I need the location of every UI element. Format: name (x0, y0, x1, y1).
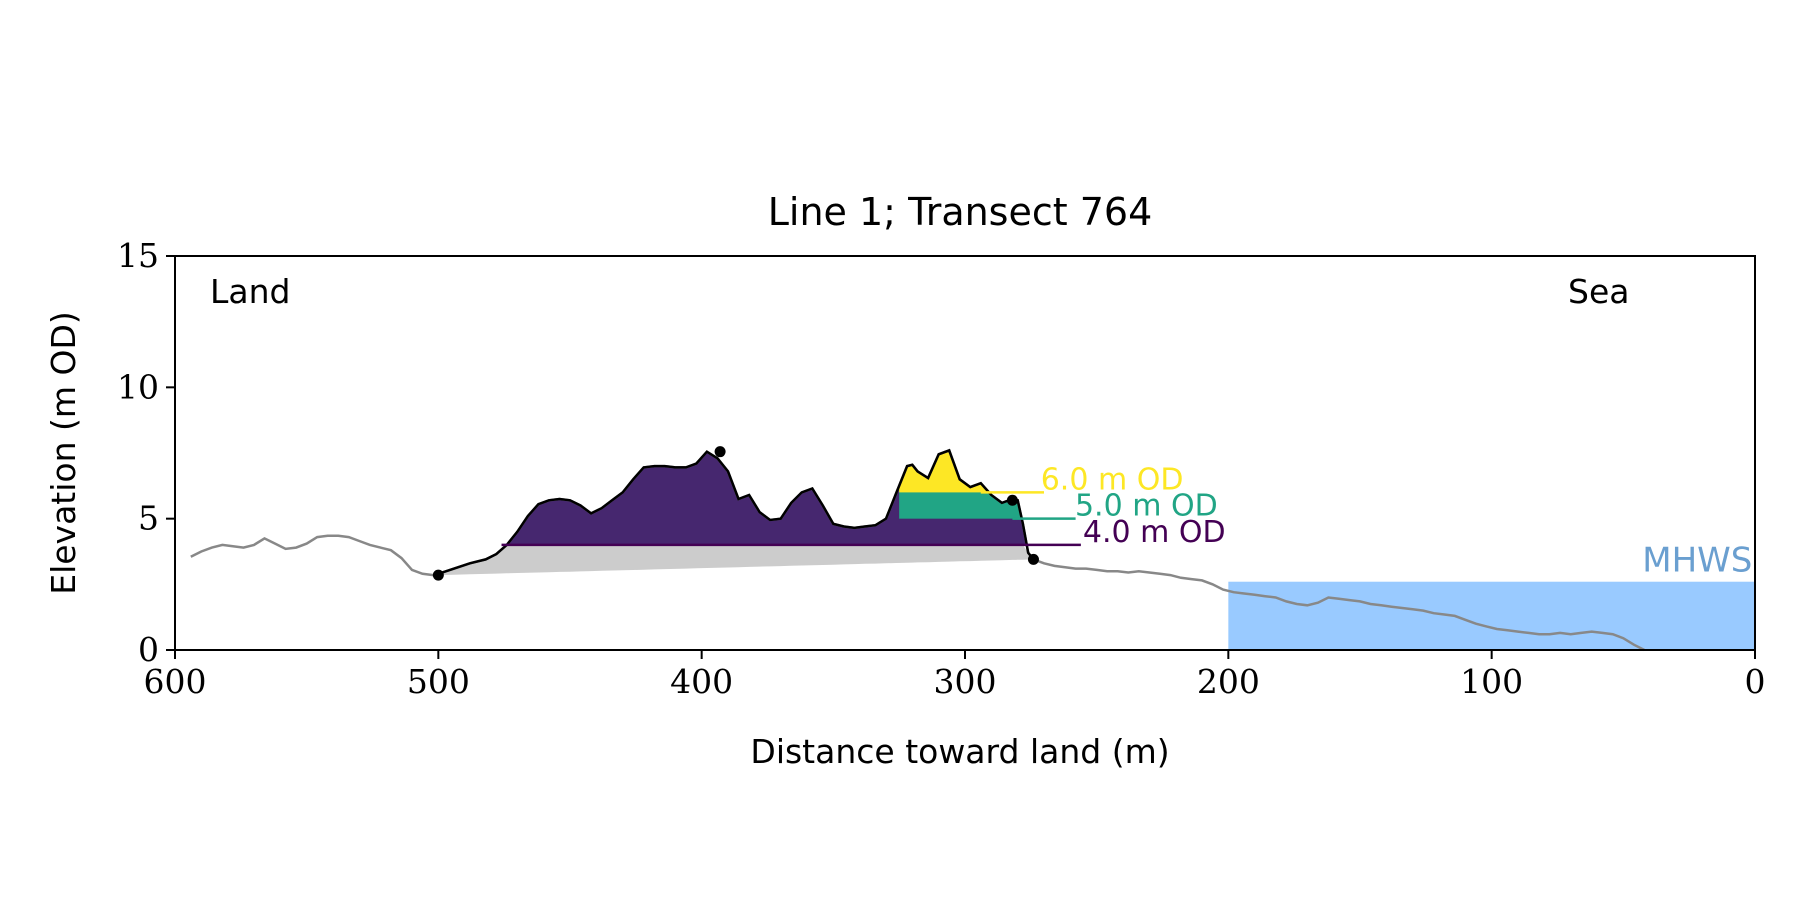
x-tick-label-400: 400 (670, 662, 733, 701)
y-axis-label: Elevation (m OD) (44, 311, 83, 595)
x-tick-label-600: 600 (144, 662, 207, 701)
fill-layers (438, 450, 1755, 650)
y-tick-label-15: 15 (117, 236, 159, 275)
plot-frame (174, 255, 1756, 651)
chart-title: Line 1; Transect 764 (768, 190, 1153, 234)
y-tick-label-5: 5 (138, 499, 159, 538)
dune-heel-marker (1027, 553, 1039, 565)
x-tick-label-200: 200 (1197, 662, 1260, 701)
x-ticks: 600 500 400 300 200 100 0 (144, 650, 1766, 701)
land-label: Land (210, 272, 290, 311)
band-above-6 (899, 450, 992, 493)
y-tick-label-0: 0 (138, 630, 159, 669)
dune-outline (437, 448, 1035, 575)
x-tick-label-0: 0 (1745, 662, 1766, 701)
level-label-6: 6.0 m OD (1041, 462, 1184, 497)
below-dune-fill (438, 544, 1034, 576)
dune-toe-marker (432, 569, 444, 581)
y-ticks: 0 5 10 15 (117, 236, 175, 669)
dune-crest-marker (714, 446, 726, 458)
level-label-5: 5.0 m OD (1075, 489, 1218, 524)
x-tick-label-100: 100 (1460, 662, 1523, 701)
y-tick-label-10: 10 (117, 367, 159, 406)
x-axis-label: Distance toward land (m) (750, 732, 1169, 771)
mhws-label: MHWS (1642, 541, 1752, 581)
dune-markers (432, 446, 1039, 581)
x-tick-label-500: 500 (407, 662, 470, 701)
label-layer: 6.0 m OD5.0 m OD4.0 m OD MHWS (1041, 462, 1753, 580)
sea-label: Sea (1568, 272, 1629, 311)
level-label-4: 4.0 m OD (1083, 515, 1226, 550)
mhws-water (1228, 581, 1755, 650)
dune-heel-crest-marker (1006, 494, 1018, 506)
x-tick-label-300: 300 (934, 662, 997, 701)
